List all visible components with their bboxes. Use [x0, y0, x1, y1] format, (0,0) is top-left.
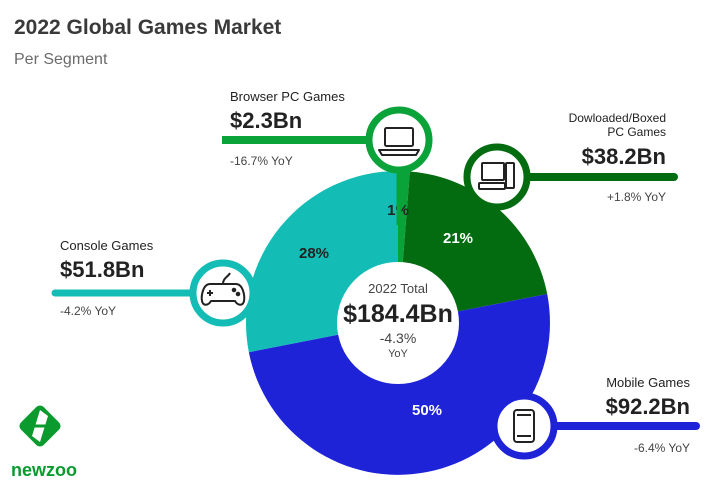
segment-yoy-mobile: -6.4% YoY: [634, 441, 690, 455]
center-total-value: $184.4Bn: [343, 300, 453, 328]
segment-name-browser: Browser PC Games: [230, 89, 345, 104]
center-total-change-unit: YoY: [388, 348, 408, 360]
segment-name-console: Console Games: [60, 238, 154, 253]
laptop-icon: [378, 127, 420, 156]
segment-revenue-browser: $2.3Bn: [230, 108, 302, 133]
center-total: 2022 Total $184.4Bn -4.3% YoY: [337, 262, 459, 384]
callout-console: Console Games $51.8Bn -4.2% YoY: [51, 238, 257, 327]
segment-revenue-mobile: $92.2Bn: [606, 394, 690, 419]
brand-name: newzoo: [11, 460, 77, 480]
segment-name-downloaded-line1: Dowloaded/Boxed: [569, 111, 666, 125]
center-total-label: 2022 Total: [368, 281, 428, 296]
segment-yoy-console: -4.2% YoY: [60, 304, 116, 318]
segment-name-mobile: Mobile Games: [606, 375, 690, 390]
slice-pct-label-mobile: 50%: [412, 402, 442, 419]
icon-circle-mobile: [490, 392, 558, 460]
center-total-change: -4.3%: [380, 330, 417, 346]
segment-revenue-console: $51.8Bn: [60, 257, 144, 282]
center-hole: [337, 262, 459, 384]
slice-pct-label-console: 28%: [299, 245, 329, 262]
callout-mobile: Mobile Games $92.2Bn -6.4% YoY: [490, 375, 700, 460]
segment-revenue-downloaded: $38.2Bn: [582, 144, 666, 169]
icon-circle-console: [189, 259, 257, 327]
segment-name-downloaded-line2: PC Games: [607, 125, 666, 139]
pie-slice-mobile: [248, 294, 550, 475]
segment-yoy-browser: -16.7% YoY: [230, 154, 293, 168]
callout-downloaded: Dowloaded/Boxed PC Games $38.2Bn +1.8% Y…: [463, 111, 678, 211]
gamepad-icon: [200, 272, 246, 306]
segment-yoy-downloaded: +1.8% YoY: [607, 190, 666, 204]
icon-circle-browser: [365, 106, 433, 174]
callout-browser: Browser PC Games $2.3Bn -16.7% YoY: [222, 89, 433, 225]
icon-circle-downloaded: [463, 143, 531, 211]
slice-pct-label-downloaded: 21%: [443, 230, 473, 247]
desktop-computer-icon: [478, 162, 515, 190]
chart-subtitle: Per Segment: [14, 51, 108, 68]
newzoo-logo-icon: [19, 405, 61, 447]
chart-title: 2022 Global Games Market: [14, 16, 281, 39]
smartphone-icon: [513, 409, 535, 443]
